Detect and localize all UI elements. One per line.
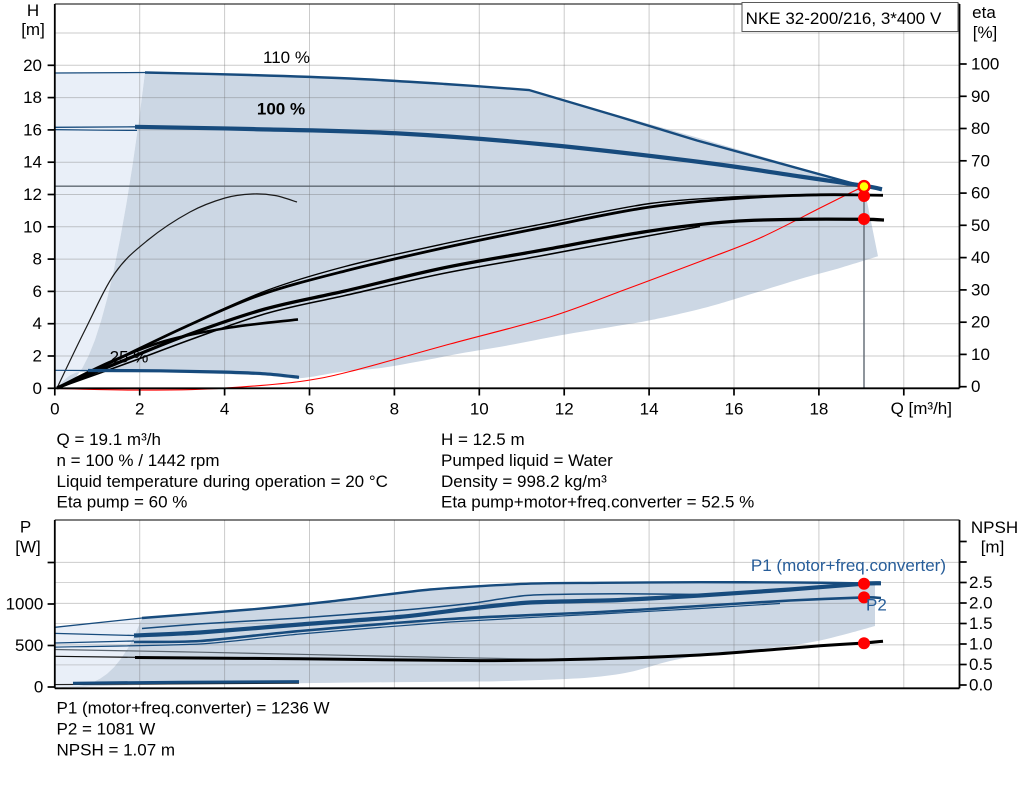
svg-text:14: 14 <box>23 153 42 172</box>
svg-text:8: 8 <box>33 250 42 269</box>
svg-text:P2: P2 <box>866 596 887 615</box>
svg-text:6: 6 <box>305 400 314 419</box>
svg-text:10: 10 <box>470 400 489 419</box>
svg-text:Q [m³/h]: Q [m³/h] <box>891 399 952 418</box>
svg-text:40: 40 <box>971 248 990 267</box>
svg-text:18: 18 <box>809 400 828 419</box>
svg-text:P: P <box>20 518 31 537</box>
svg-text:4: 4 <box>220 400 229 419</box>
svg-text:30: 30 <box>971 280 990 299</box>
svg-text:500: 500 <box>15 636 43 655</box>
svg-text:Eta pump+motor+freq.converter: Eta pump+motor+freq.converter = 52.5 % <box>441 493 754 512</box>
svg-text:2.0: 2.0 <box>969 594 993 613</box>
svg-text:eta: eta <box>972 3 996 22</box>
svg-text:1.0: 1.0 <box>969 635 993 654</box>
svg-text:20: 20 <box>971 313 990 332</box>
svg-text:[W]: [W] <box>15 538 41 557</box>
svg-text:0: 0 <box>50 400 59 419</box>
svg-text:2: 2 <box>33 347 42 366</box>
svg-text:100 %: 100 % <box>257 100 305 119</box>
svg-text:NKE 32-200/216, 3*400 V: NKE 32-200/216, 3*400 V <box>746 9 942 28</box>
svg-text:20: 20 <box>23 56 42 75</box>
svg-text:4: 4 <box>33 314 42 333</box>
svg-text:[m]: [m] <box>981 538 1005 557</box>
svg-text:H = 12.5 m: H = 12.5 m <box>441 430 525 449</box>
svg-text:[m]: [m] <box>21 20 45 39</box>
svg-text:16: 16 <box>23 120 42 139</box>
svg-text:NPSH = 1.07 m: NPSH = 1.07 m <box>57 741 176 760</box>
svg-text:Q = 19.1 m³/h: Q = 19.1 m³/h <box>57 430 161 449</box>
svg-text:0: 0 <box>33 379 42 398</box>
svg-text:110 %: 110 % <box>263 48 310 67</box>
svg-text:50: 50 <box>971 216 990 235</box>
svg-text:12: 12 <box>555 400 574 419</box>
svg-text:P1 (motor+freq.converter): P1 (motor+freq.converter) <box>751 556 946 575</box>
svg-text:P1 (motor+freq.converter) = 12: P1 (motor+freq.converter) = 1236 W <box>57 699 330 718</box>
svg-text:10: 10 <box>23 217 42 236</box>
svg-text:25 %: 25 % <box>110 348 149 367</box>
svg-text:0: 0 <box>34 678 43 697</box>
svg-text:2.5: 2.5 <box>969 573 993 592</box>
svg-text:0.0: 0.0 <box>969 676 993 695</box>
svg-text:n = 100 % / 1442 rpm: n = 100 % / 1442 rpm <box>57 451 220 470</box>
svg-text:1.5: 1.5 <box>969 614 993 633</box>
svg-text:100: 100 <box>971 55 999 74</box>
svg-text:18: 18 <box>23 88 42 107</box>
svg-text:0: 0 <box>971 377 980 396</box>
svg-text:80: 80 <box>971 119 990 138</box>
svg-text:Pumped liquid = Water: Pumped liquid = Water <box>441 451 613 470</box>
svg-text:90: 90 <box>971 87 990 106</box>
svg-text:2: 2 <box>135 400 144 419</box>
svg-text:[%]: [%] <box>973 23 998 42</box>
svg-text:H: H <box>27 1 39 20</box>
svg-text:6: 6 <box>33 282 42 301</box>
svg-text:Eta pump = 60 %: Eta pump = 60 % <box>57 493 188 512</box>
svg-text:Density = 998.2 kg/m³: Density = 998.2 kg/m³ <box>441 472 607 491</box>
svg-text:12: 12 <box>23 185 42 204</box>
svg-text:10: 10 <box>971 345 990 364</box>
svg-text:8: 8 <box>390 400 399 419</box>
svg-text:16: 16 <box>725 400 744 419</box>
svg-text:P2 = 1081 W: P2 = 1081 W <box>57 720 156 739</box>
svg-text:60: 60 <box>971 184 990 203</box>
svg-text:70: 70 <box>971 151 990 170</box>
svg-text:NPSH: NPSH <box>971 518 1018 537</box>
svg-text:1000: 1000 <box>6 595 44 614</box>
svg-text:Liquid temperature during oper: Liquid temperature during operation = 20… <box>57 472 388 491</box>
svg-text:0.5: 0.5 <box>969 655 993 674</box>
svg-text:14: 14 <box>640 400 659 419</box>
